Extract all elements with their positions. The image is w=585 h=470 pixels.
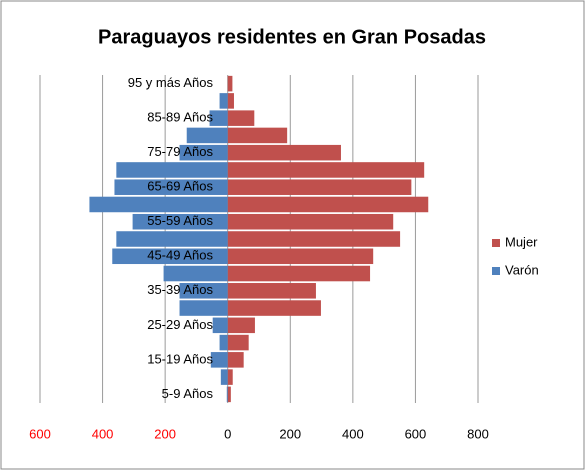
bar	[186, 127, 228, 144]
bar	[179, 144, 228, 161]
x-tick-label: 800	[467, 426, 489, 441]
x-tick-label: 400	[92, 426, 114, 441]
legend-label: Varón	[505, 262, 539, 277]
chart-title: Paraguayos residentes en Gran Posadas	[98, 26, 486, 48]
y-tick-label: 85-89 Años	[147, 110, 213, 125]
x-tick-label: 200	[279, 426, 301, 441]
x-tick-label: 200	[154, 426, 176, 441]
bar	[227, 317, 255, 334]
bar	[227, 93, 234, 109]
y-tick-label: 95 y más Años	[128, 75, 214, 90]
bar	[114, 179, 228, 195]
legend-swatch	[492, 239, 500, 247]
bar	[227, 369, 233, 385]
bar	[227, 196, 429, 213]
y-tick-label: 65-69 Años	[147, 179, 213, 194]
bar	[227, 127, 288, 144]
bar	[227, 75, 233, 92]
bar	[227, 283, 316, 299]
bar	[209, 110, 228, 126]
bar	[227, 386, 231, 403]
y-tick-label: 75-79 Años	[147, 144, 213, 159]
bar	[220, 369, 228, 385]
bar	[116, 162, 228, 178]
y-tick-label: 25-29 Años	[147, 317, 213, 332]
bar	[219, 93, 228, 109]
bar	[227, 265, 371, 282]
x-tick-label: 600	[29, 426, 51, 441]
bar	[132, 213, 228, 230]
bar	[219, 334, 228, 351]
bar	[179, 283, 228, 299]
legend-label: Mujer	[505, 234, 538, 249]
bar	[227, 144, 341, 161]
bar	[212, 317, 228, 334]
x-tick-label: 400	[342, 426, 364, 441]
bar	[116, 231, 228, 247]
y-tick-label: 55-59 Años	[147, 213, 213, 228]
bar	[179, 300, 228, 316]
x-tick-label: 0	[224, 426, 231, 441]
bar	[227, 162, 425, 178]
bar	[227, 300, 321, 316]
bar	[227, 110, 255, 126]
y-tick-label: 45-49 Años	[147, 248, 213, 263]
x-tick-label: 600	[405, 426, 427, 441]
bar	[163, 265, 228, 282]
bar	[227, 352, 244, 368]
bar	[227, 231, 401, 247]
y-tick-label: 35-39 Años	[147, 282, 213, 297]
bar	[227, 248, 374, 265]
y-tick-label: 5-9 Años	[162, 386, 214, 401]
bar	[112, 248, 228, 265]
bar	[227, 213, 394, 230]
bar	[210, 352, 228, 368]
legend-swatch	[492, 267, 500, 275]
bar	[89, 196, 228, 213]
bar	[226, 386, 228, 403]
bar	[227, 334, 249, 351]
bar	[227, 179, 412, 195]
y-tick-label: 15-19 Años	[147, 351, 213, 366]
